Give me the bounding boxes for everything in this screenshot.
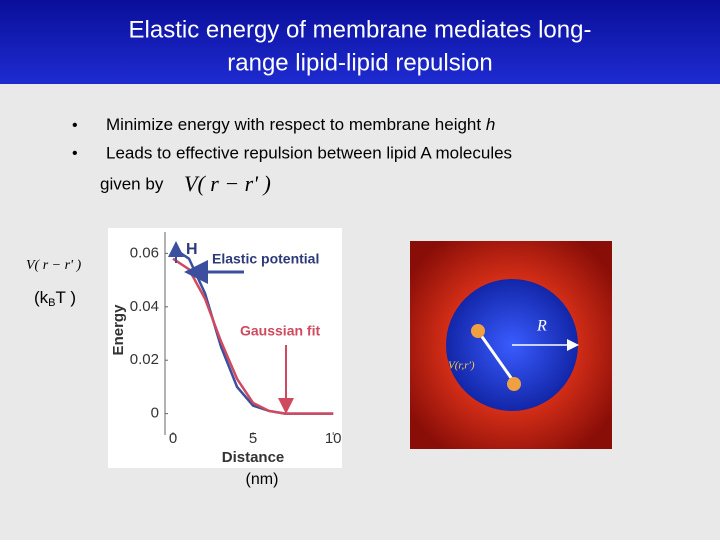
x-tick-label: 10 [325,430,342,447]
interaction-line [476,330,516,383]
lipid [507,377,521,391]
title-bar [0,0,720,84]
y-unit: (kBT ) [34,288,76,308]
unit-part: T ) [56,288,76,307]
bullet-dot: • [72,117,78,134]
y-tick-label: 0.04 [130,298,159,315]
x-unit: (nm) [246,471,279,488]
bullet-dot: • [72,145,78,162]
title: Elastic energy of membrane mediates long… [129,16,592,43]
plot: 0 0.02 0.04 0.06 0 5 10 Distance Energy H Elastic … [110,232,342,466]
y-tick-label: 0 [151,405,159,422]
y-tick-label: 0.06 [130,244,159,261]
x-tick-label: 5 [249,430,257,447]
lipid [471,324,485,338]
y-tick-label: 0.02 [130,351,159,368]
radius-label: R [536,318,547,335]
interaction-label: V(r,r') [448,360,475,372]
bullet: Leads to effective repulsion between lip… [106,143,512,162]
symbol: h [486,115,495,134]
x-axis-label: Distance [222,449,285,466]
unit-part: (k [34,288,49,307]
bullet-continuation: given by [100,174,164,193]
bullet: Minimize energy with respect to membrane… [106,115,495,134]
y-axis-label: Energy [110,304,127,356]
annotation: H [186,241,198,258]
series-line [172,257,334,415]
formula: V( r − r' ) [184,171,271,196]
unit-sub: B [48,297,55,309]
bullet-text: Minimize energy with respect to membrane… [106,115,481,134]
annotation: Elastic potential [212,251,319,267]
title: range lipid-lipid repulsion [227,49,493,76]
formula: V( r − r' ) [26,258,82,273]
annotation: Gaussian fit [240,323,320,339]
x-tick-label: 0 [169,430,177,447]
